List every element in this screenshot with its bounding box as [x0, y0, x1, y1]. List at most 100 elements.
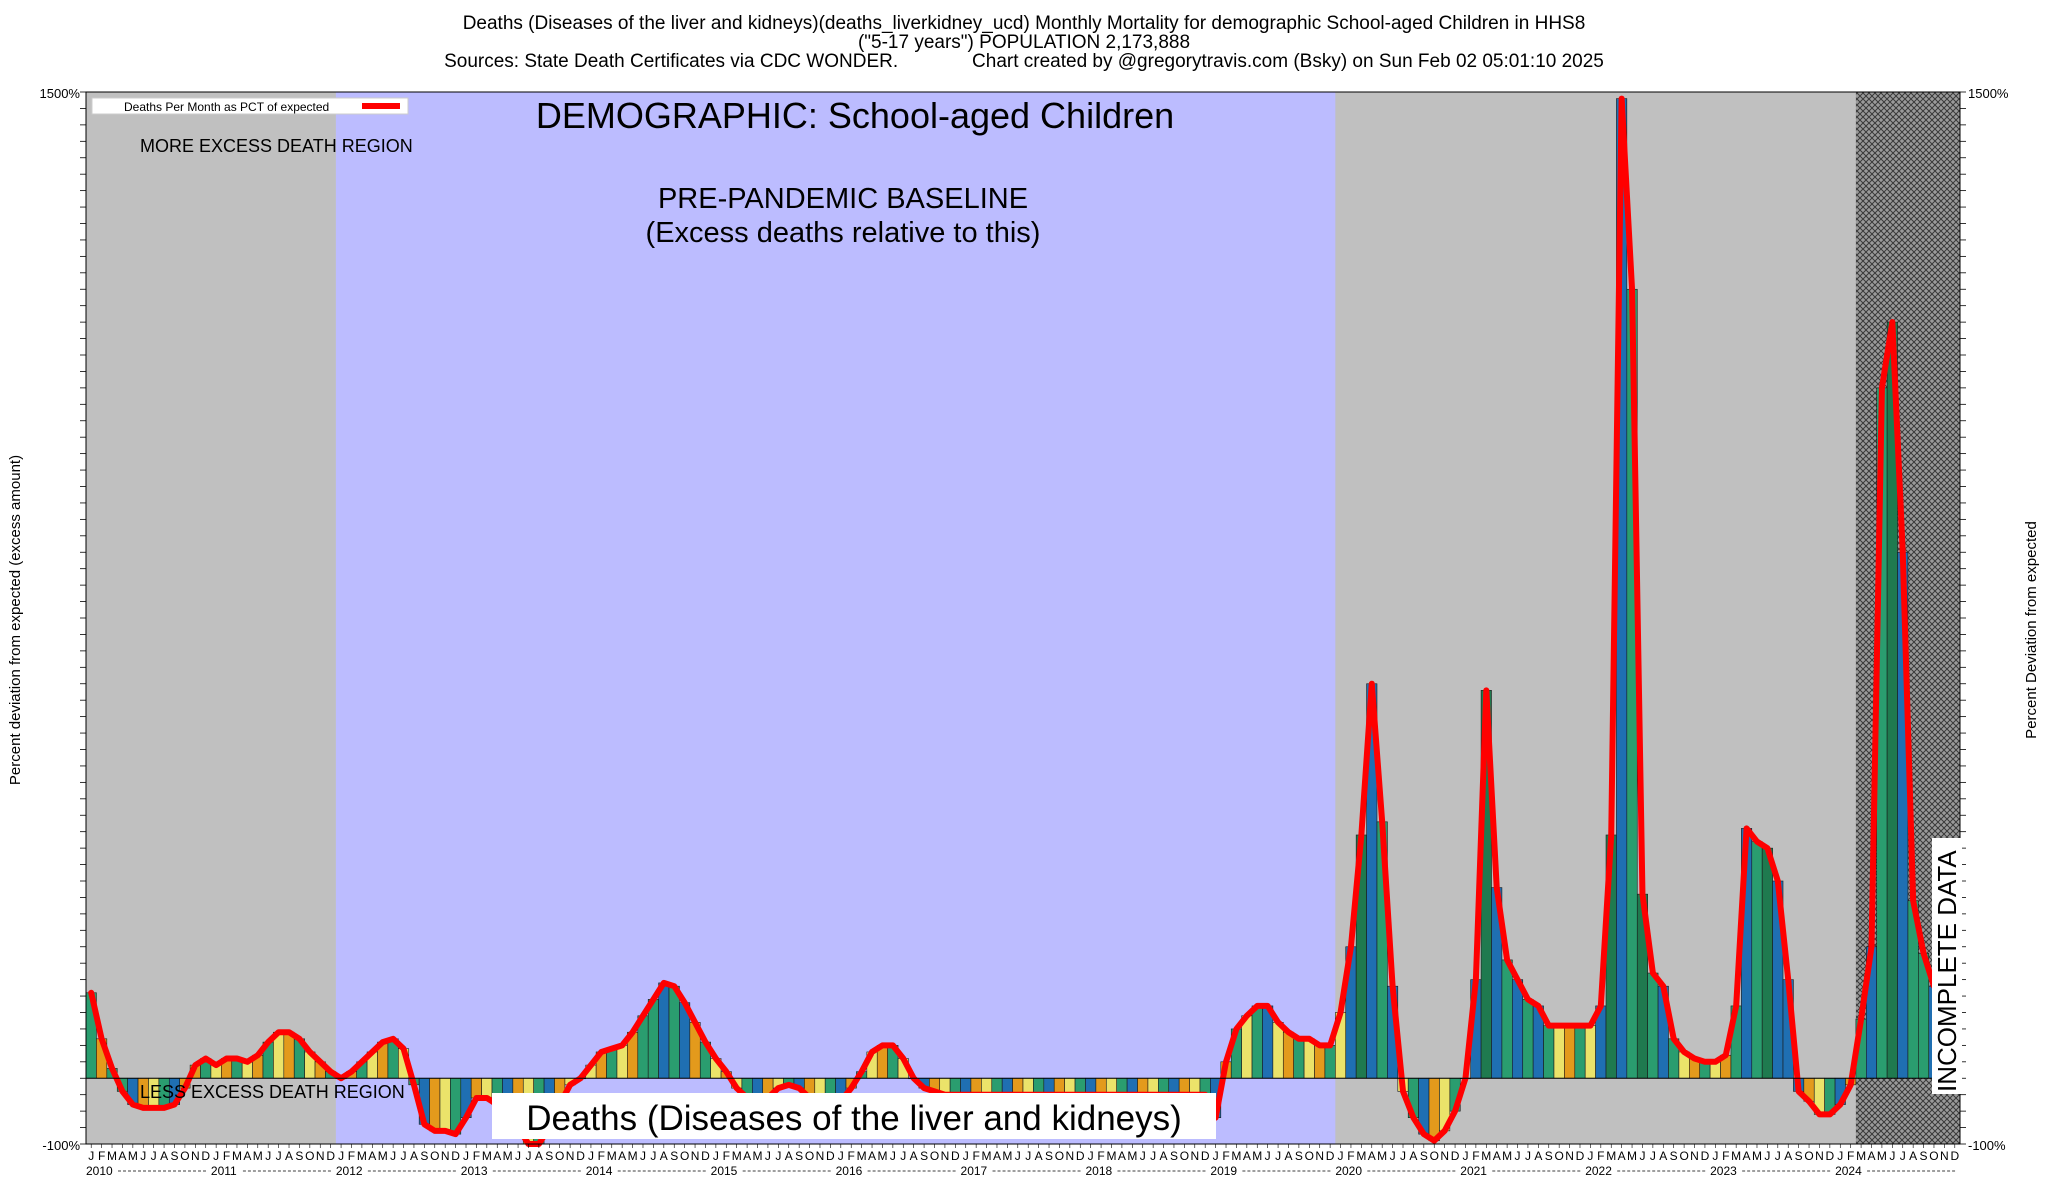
x-month-label: S — [1670, 1149, 1678, 1163]
x-month-label: D — [201, 1149, 210, 1163]
x-month-label: A — [118, 1149, 126, 1163]
x-month-label: D — [1076, 1149, 1085, 1163]
x-month-label: M — [607, 1149, 617, 1163]
x-month-label: O — [805, 1149, 814, 1163]
x-month-label: O — [1305, 1149, 1314, 1163]
x-month-label: F — [598, 1149, 605, 1163]
chart-title: Deaths (Diseases of the liver and kidney… — [0, 14, 2048, 71]
x-month-label: S — [920, 1149, 928, 1163]
x-month-label: J — [525, 1149, 531, 1163]
x-month-label: S — [1295, 1149, 1303, 1163]
y-tick-bottom-right: -100% — [1968, 1138, 2006, 1153]
x-month-label: S — [1170, 1149, 1178, 1163]
x-month-label: J — [1837, 1149, 1843, 1163]
x-month-label: M — [1127, 1149, 1137, 1163]
x-month-label: A — [743, 1149, 751, 1163]
baseline-region — [335, 92, 1336, 1144]
x-month-label: O — [1929, 1149, 1938, 1163]
bar — [1428, 1077, 1440, 1142]
x-month-label: S — [795, 1149, 803, 1163]
x-month-label: A — [785, 1149, 793, 1163]
x-year-label: 2015 — [711, 1164, 738, 1178]
x-year-label: 2013 — [461, 1164, 488, 1178]
x-month-label: S — [295, 1149, 303, 1163]
y-tick-top-right: 1500% — [1968, 86, 2009, 101]
x-month-label: O — [1430, 1149, 1439, 1163]
x-month-label: J — [213, 1149, 219, 1163]
x-month-label: N — [1190, 1149, 1199, 1163]
x-month-label: F — [348, 1149, 355, 1163]
x-month-label: J — [1900, 1149, 1906, 1163]
x-month-label: A — [1618, 1149, 1626, 1163]
x-month-label: N — [1815, 1149, 1824, 1163]
x-month-label: A — [993, 1149, 1001, 1163]
x-month-label: F — [1847, 1149, 1854, 1163]
x-month-label: D — [1326, 1149, 1335, 1163]
x-month-label: M — [1356, 1149, 1366, 1163]
bar — [1282, 1031, 1294, 1079]
title-line-1: Deaths (Diseases of the liver and kidney… — [462, 13, 1586, 34]
x-month-label: J — [1650, 1149, 1656, 1163]
bar — [1647, 972, 1659, 1079]
x-month-label: N — [1440, 1149, 1449, 1163]
x-month-label: N — [191, 1149, 200, 1163]
x-month-label: J — [1265, 1149, 1271, 1163]
y-axis-label-left: Percent deviation from expected (excess … — [7, 455, 24, 785]
x-month-label: A — [535, 1149, 543, 1163]
x-month-label: O — [1554, 1149, 1563, 1163]
x-month-label: J — [640, 1149, 646, 1163]
x-month-label: M — [1877, 1149, 1887, 1163]
x-month-label: F — [1347, 1149, 1354, 1163]
x-month-label: M — [378, 1149, 388, 1163]
x-month-label: S — [545, 1149, 553, 1163]
x-month-label: F — [473, 1149, 480, 1163]
x-month-label: S — [420, 1149, 428, 1163]
x-month-label: J — [775, 1149, 781, 1163]
cause-label: Deaths (Diseases of the liver and kidney… — [526, 1099, 1182, 1138]
x-month-label: S — [170, 1149, 178, 1163]
x-month-label: D — [1950, 1149, 1959, 1163]
incomplete-label-box — [1932, 838, 1962, 1094]
x-month-label: O — [1180, 1149, 1189, 1163]
bar — [647, 999, 659, 1079]
x-month-label: M — [1231, 1149, 1241, 1163]
x-month-label: J — [1462, 1149, 1468, 1163]
x-month-label: S — [1920, 1149, 1928, 1163]
cause-label-box — [492, 1093, 1216, 1139]
x-year-label: 2021 — [1460, 1164, 1487, 1178]
x-month-label: A — [243, 1149, 251, 1163]
x-month-label: J — [1390, 1149, 1396, 1163]
bar — [606, 1048, 618, 1079]
x-month-label: J — [338, 1149, 344, 1163]
x-year-label: 2023 — [1710, 1164, 1737, 1178]
x-month-label: O — [1055, 1149, 1064, 1163]
bar — [283, 1031, 295, 1079]
x-month-label: M — [1627, 1149, 1637, 1163]
x-month-label: A — [910, 1149, 918, 1163]
x-month-label: D — [826, 1149, 835, 1163]
x-month-label: N — [1565, 1149, 1574, 1163]
x-month-label: J — [1338, 1149, 1344, 1163]
x-month-label: J — [265, 1149, 271, 1163]
incomplete-label: INCOMPLETE DATA — [1932, 850, 1962, 1092]
x-month-label: S — [1795, 1149, 1803, 1163]
x-month-label: J — [151, 1149, 157, 1163]
x-month-label: M — [857, 1149, 867, 1163]
x-month-label: A — [493, 1149, 501, 1163]
x-month-label: A — [368, 1149, 376, 1163]
legend-label: Deaths Per Month as PCT of expected — [124, 100, 329, 114]
x-month-label: A — [1409, 1149, 1417, 1163]
x-month-label: A — [410, 1149, 418, 1163]
x-month-label: M — [1606, 1149, 1616, 1163]
x-month-label: M — [1252, 1149, 1262, 1163]
x-month-label: J — [1712, 1149, 1718, 1163]
x-month-label: N — [1066, 1149, 1075, 1163]
bar — [1761, 847, 1773, 1079]
x-month-label: M — [232, 1149, 242, 1163]
x-month-label: F — [972, 1149, 979, 1163]
x-month-label: J — [1213, 1149, 1219, 1163]
x-month-label: J — [838, 1149, 844, 1163]
